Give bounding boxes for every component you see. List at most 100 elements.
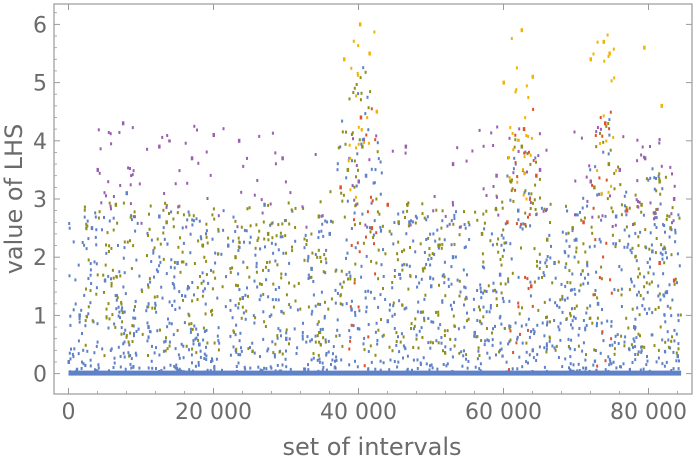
density-dot bbox=[341, 344, 344, 348]
density-dot bbox=[458, 225, 461, 229]
density-dot bbox=[213, 367, 216, 371]
density-dot bbox=[586, 264, 589, 268]
density-dot bbox=[329, 190, 332, 194]
density-dot bbox=[527, 361, 529, 365]
density-dot bbox=[376, 210, 379, 214]
point-s1-1 bbox=[165, 220, 168, 225]
density-dot bbox=[216, 334, 219, 338]
density-dot bbox=[463, 349, 465, 353]
density-dot bbox=[423, 316, 426, 320]
density-dot bbox=[213, 217, 216, 221]
density-dot bbox=[210, 360, 212, 364]
density-dot bbox=[248, 241, 251, 245]
density-dot bbox=[310, 232, 313, 236]
density-dot bbox=[95, 243, 98, 247]
density-dot bbox=[657, 174, 660, 178]
density-dot bbox=[237, 361, 240, 365]
density-dot bbox=[301, 337, 304, 341]
density-dot bbox=[319, 343, 322, 347]
density-dot bbox=[359, 76, 362, 80]
density-dot bbox=[516, 180, 519, 184]
density-dot bbox=[380, 263, 383, 267]
density-dot bbox=[561, 365, 564, 369]
density-dot bbox=[203, 352, 206, 356]
density-dot bbox=[355, 203, 358, 207]
density-dot bbox=[317, 248, 320, 252]
density-dot bbox=[173, 266, 176, 270]
density-dot bbox=[666, 214, 669, 218]
density-dot bbox=[107, 326, 110, 330]
density-dot bbox=[522, 168, 525, 172]
density-dot bbox=[514, 161, 517, 165]
density-dot bbox=[345, 176, 348, 180]
density-dot bbox=[132, 169, 135, 173]
density-dot bbox=[491, 343, 494, 347]
density-dot bbox=[349, 339, 352, 343]
density-dot bbox=[565, 204, 567, 208]
density-dot bbox=[466, 311, 468, 315]
density-dot bbox=[637, 235, 640, 239]
density-dot bbox=[187, 285, 189, 288]
density-dot bbox=[237, 306, 240, 310]
series-2 bbox=[96, 121, 676, 201]
density-dot bbox=[643, 307, 646, 311]
density-dot bbox=[371, 199, 374, 203]
density-dot bbox=[605, 178, 608, 182]
density-dot bbox=[77, 339, 80, 343]
density-dot bbox=[440, 341, 443, 345]
density-dot bbox=[357, 168, 359, 172]
density-dot bbox=[633, 284, 636, 288]
density-dot bbox=[625, 316, 628, 320]
density-dot bbox=[334, 359, 336, 363]
density-dot bbox=[84, 343, 87, 347]
density-dot bbox=[343, 215, 346, 219]
density-dot bbox=[196, 286, 199, 290]
density-dot bbox=[319, 331, 322, 334]
density-dot bbox=[158, 353, 161, 357]
density-dot bbox=[536, 264, 539, 268]
density-dot bbox=[268, 315, 271, 318]
density-dot bbox=[256, 285, 259, 289]
point-s1-12 bbox=[520, 144, 524, 149]
density-dot bbox=[201, 294, 204, 298]
density-dot bbox=[568, 345, 570, 348]
density-dot bbox=[189, 232, 192, 236]
density-dot bbox=[301, 331, 304, 334]
density-dot bbox=[499, 258, 502, 261]
density-dot bbox=[660, 243, 663, 247]
density-dot bbox=[535, 160, 537, 164]
density-dot bbox=[189, 330, 192, 334]
density-dot bbox=[103, 191, 106, 195]
density-dot bbox=[130, 366, 133, 370]
density-dot bbox=[496, 195, 498, 199]
density-dot bbox=[405, 263, 408, 267]
density-dot bbox=[415, 216, 418, 220]
density-dot bbox=[173, 260, 176, 264]
density-dot bbox=[217, 252, 219, 256]
density-dot bbox=[599, 131, 601, 135]
density-dot bbox=[135, 353, 138, 357]
density-dot bbox=[479, 362, 482, 366]
density-dot bbox=[172, 333, 175, 337]
density-dot bbox=[235, 283, 237, 287]
density-dot bbox=[482, 260, 485, 264]
density-dot bbox=[612, 135, 615, 139]
density-dot bbox=[299, 307, 302, 311]
density-dot bbox=[86, 219, 89, 223]
density-dot bbox=[442, 273, 445, 277]
density-dot bbox=[314, 253, 317, 256]
density-dot bbox=[327, 307, 330, 311]
density-dot bbox=[483, 289, 486, 293]
density-dot bbox=[508, 368, 510, 372]
density-dot bbox=[540, 206, 543, 210]
density-dot bbox=[571, 229, 574, 233]
density-dot bbox=[107, 180, 110, 184]
density-dot bbox=[302, 321, 304, 325]
density-dot bbox=[515, 66, 518, 70]
density-dot bbox=[129, 183, 132, 187]
density-dot bbox=[585, 311, 588, 315]
density-dot bbox=[415, 275, 417, 279]
density-dot bbox=[156, 237, 159, 241]
point-s1-2 bbox=[201, 243, 205, 248]
density-dot bbox=[182, 356, 185, 360]
